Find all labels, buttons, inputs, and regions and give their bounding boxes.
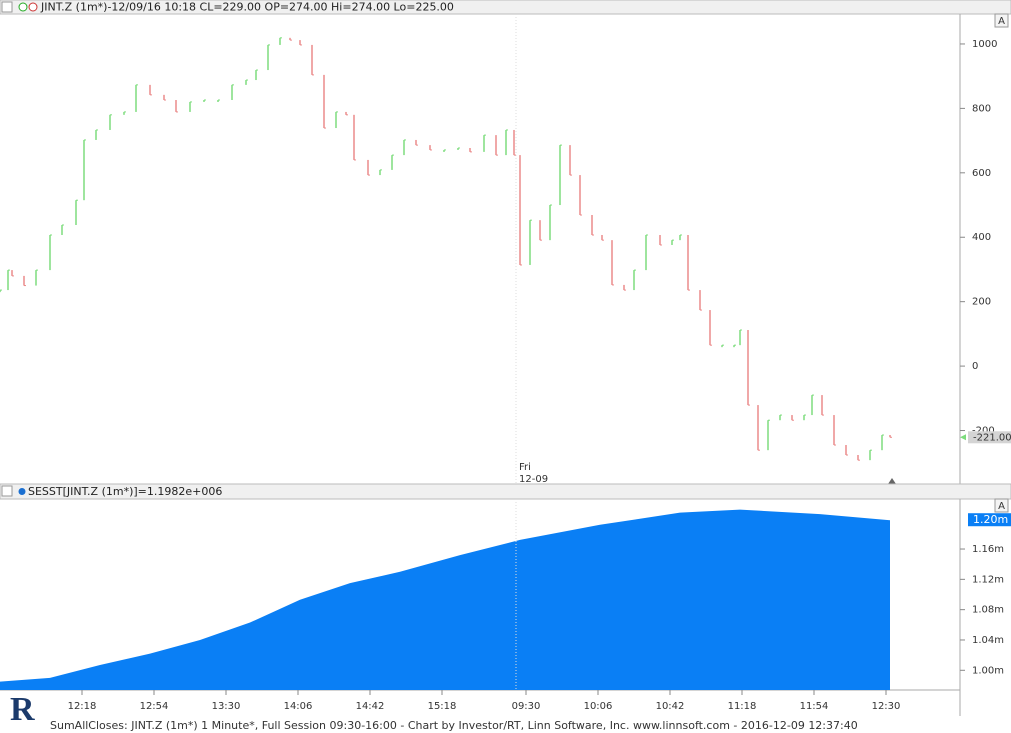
x-tick-label: 10:42 (656, 701, 685, 712)
y-tick-label: 1000 (972, 39, 997, 50)
y-tick-label: 800 (972, 103, 991, 114)
x-tick-label: 14:42 (356, 701, 385, 712)
y-tick-label: 1.12m (972, 574, 1004, 585)
y-tick-label: 400 (972, 232, 991, 243)
close-button[interactable] (1, 1, 13, 13)
y-tick-label: 1.16m (972, 544, 1004, 555)
status-icon (18, 488, 26, 495)
x-tick-label: 11:54 (800, 701, 829, 712)
status-icon (18, 2, 28, 12)
status-icon (28, 2, 38, 12)
y-tick-label: 600 (972, 168, 991, 179)
area (0, 509, 890, 690)
x-tick-label: 15:18 (428, 701, 457, 712)
y-tick-label: 1.08m (972, 605, 1004, 616)
x-tick-label: 09:30 (512, 701, 541, 712)
chart-layer: -200 0 200 400 600 800 1000 -221.00 1.00m 1.04m 1.… (0, 37, 1011, 712)
panel-header (0, 483, 1011, 500)
y-tick-label: 200 (972, 297, 991, 308)
y-tick-label: 1.00m (972, 665, 1004, 676)
panel-header (0, 0, 1011, 15)
x-tick-label: 14:06 (284, 701, 313, 712)
autoscale-label: A (998, 501, 1005, 512)
x-tick-label: 11:18 (728, 701, 757, 712)
x-tick-label: 12:30 (872, 701, 901, 712)
x-tick-label: 12:54 (140, 701, 169, 712)
x-tick-label: 12:18 (68, 701, 97, 712)
y-tick-label: 1.04m (972, 635, 1004, 646)
annotation: 12-09 (519, 474, 548, 485)
panel-title: JINT.Z (1m*)-12/09/16 10:18 CL=229.00 OP… (40, 1, 454, 14)
y-tick-label: 0 (972, 361, 978, 372)
autoscale-label: A (998, 16, 1005, 27)
annotation: Fri (519, 462, 531, 473)
logo: R (10, 691, 35, 728)
last-value-box (968, 513, 1011, 527)
last-value-pointer (960, 434, 966, 441)
autoscale-button[interactable] (994, 498, 1009, 513)
close-button[interactable] (1, 485, 13, 497)
x-tick-label: 13:30 (212, 701, 241, 712)
last-value-box (968, 431, 1011, 444)
last-value-label: -221.00 (973, 432, 1011, 443)
last-value-label: 1.20m (973, 513, 1008, 526)
panel-title: SESST[JINT.Z (1m*)]=1.1982e+006 (28, 485, 222, 498)
y-tick-label: -200 (972, 426, 995, 437)
autoscale-button[interactable] (994, 13, 1009, 28)
marker (888, 478, 896, 484)
x-tick-label: 10:06 (584, 701, 613, 712)
footer: SumAllCloses: JINT.Z (1m*) 1 Minute*, Fu… (50, 719, 858, 732)
